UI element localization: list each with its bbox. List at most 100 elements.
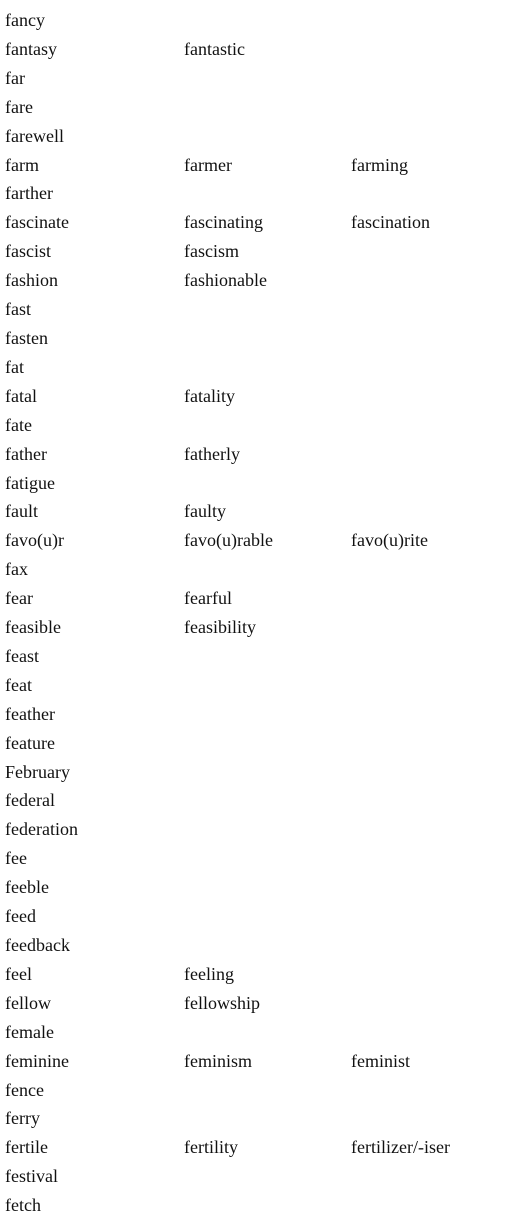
word-row: fare	[5, 93, 501, 122]
word-row: federal	[5, 786, 501, 815]
headword: fantasy	[5, 38, 57, 59]
second-derived-word	[351, 64, 501, 93]
second-derived-word	[351, 613, 501, 642]
second-derived-word	[351, 93, 501, 122]
word-row: farther	[5, 179, 501, 208]
derived-word	[184, 295, 351, 324]
word-row: farm farmer farming	[5, 151, 501, 180]
second-derived-word	[351, 411, 501, 440]
word-row: fasten	[5, 324, 501, 353]
second-derived-word	[351, 497, 501, 526]
word-row: feed	[5, 902, 501, 931]
headword: feat	[5, 674, 32, 695]
word-row: ferry	[5, 1104, 501, 1133]
second-derived-word	[351, 931, 501, 960]
word-row: feature	[5, 729, 501, 758]
derived-word: fearful	[184, 588, 232, 609]
word-row: fast	[5, 295, 501, 324]
word-row: fee	[5, 844, 501, 873]
headword: female	[5, 1021, 54, 1042]
second-derived-word	[351, 729, 501, 758]
second-derived-word	[351, 642, 501, 671]
word-row: fax	[5, 555, 501, 584]
derived-word	[184, 902, 351, 931]
second-derived-word	[351, 700, 501, 729]
second-derived-word	[351, 555, 501, 584]
derived-word: faulty	[184, 501, 226, 522]
word-row: feat	[5, 671, 501, 700]
headword: fatal	[5, 385, 37, 406]
headword: festival	[5, 1166, 58, 1187]
word-row: fetch	[5, 1191, 501, 1220]
second-derived-word	[351, 584, 501, 613]
derived-word: fertility	[184, 1137, 238, 1158]
word-row: fence	[5, 1076, 501, 1105]
word-row: federation	[5, 815, 501, 844]
second-derived-word	[351, 1018, 501, 1047]
word-row: fat	[5, 353, 501, 382]
word-row: far	[5, 64, 501, 93]
derived-word: fatherly	[184, 443, 240, 464]
word-row: fellow fellowship	[5, 989, 501, 1018]
second-derived-word	[351, 758, 501, 787]
second-derived-word	[351, 1104, 501, 1133]
derived-word	[184, 786, 351, 815]
derived-word	[184, 844, 351, 873]
headword: feel	[5, 963, 32, 984]
word-row: feel feeling	[5, 960, 501, 989]
second-derived-word	[351, 324, 501, 353]
headword: fashion	[5, 270, 58, 291]
derived-word	[184, 758, 351, 787]
derived-word	[184, 1018, 351, 1047]
derived-word	[184, 411, 351, 440]
headword: fetch	[5, 1195, 41, 1216]
derived-word	[184, 1191, 351, 1220]
derived-word	[184, 353, 351, 382]
second-derived-word	[351, 469, 501, 498]
headword: feed	[5, 906, 36, 927]
word-row: favo(u)r favo(u)rable favo(u)rite	[5, 526, 501, 555]
word-row: farewell	[5, 122, 501, 151]
second-derived-word	[351, 237, 501, 266]
headword: fear	[5, 588, 33, 609]
derived-word: favo(u)rable	[184, 530, 273, 551]
second-derived-word: feminist	[351, 1050, 410, 1071]
second-derived-word	[351, 122, 501, 151]
headword: fax	[5, 559, 28, 580]
derived-word	[184, 642, 351, 671]
derived-word	[184, 873, 351, 902]
derived-word	[184, 671, 351, 700]
second-derived-word	[351, 671, 501, 700]
headword: feeble	[5, 877, 49, 898]
word-row: feedback	[5, 931, 501, 960]
headword: fancy	[5, 10, 45, 30]
word-row: feather	[5, 700, 501, 729]
second-derived-word	[351, 382, 501, 411]
derived-word: feeling	[184, 963, 234, 984]
word-row: fancy	[5, 6, 501, 35]
derived-word	[184, 1104, 351, 1133]
second-derived-word	[351, 6, 501, 35]
derived-word	[184, 469, 351, 498]
derived-word	[184, 700, 351, 729]
second-derived-word	[351, 1162, 501, 1191]
headword: feast	[5, 645, 39, 666]
headword: feminine	[5, 1050, 69, 1071]
word-row: father fatherly	[5, 440, 501, 469]
headword: far	[5, 67, 25, 88]
headword: federal	[5, 790, 55, 811]
word-row: female	[5, 1018, 501, 1047]
second-derived-word	[351, 353, 501, 382]
headword: father	[5, 443, 47, 464]
derived-word: feasibility	[184, 617, 256, 638]
word-list-body: fancy fantasy fantastic far fare farewell farm…	[5, 6, 501, 1220]
second-derived-word: favo(u)rite	[351, 530, 428, 551]
headword: feasible	[5, 617, 61, 638]
derived-word: fantastic	[184, 38, 245, 59]
word-row: fashion fashionable	[5, 266, 501, 295]
headword: fatigue	[5, 472, 55, 493]
headword: farm	[5, 154, 39, 175]
word-row: fascinate fascinating fascination	[5, 208, 501, 237]
derived-word: fatality	[184, 385, 235, 406]
derived-word	[184, 931, 351, 960]
